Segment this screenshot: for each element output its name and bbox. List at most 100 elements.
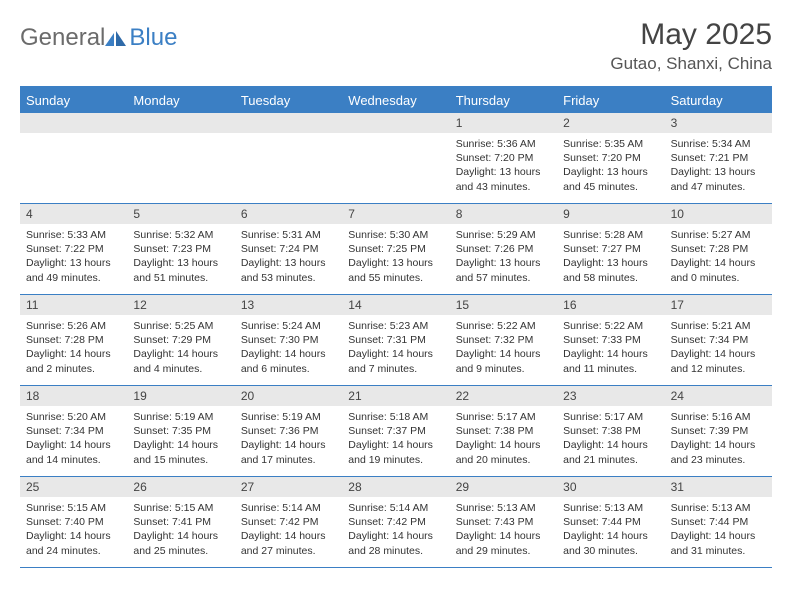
- sunset-text: Sunset: 7:43 PM: [456, 515, 551, 529]
- calendar-cell: 7Sunrise: 5:30 AMSunset: 7:25 PMDaylight…: [342, 204, 449, 294]
- calendar-cell: [20, 113, 127, 203]
- calendar-cell: 4Sunrise: 5:33 AMSunset: 7:22 PMDaylight…: [20, 204, 127, 294]
- day-info: Sunrise: 5:14 AMSunset: 7:42 PMDaylight:…: [235, 497, 342, 562]
- date-number: 4: [20, 204, 127, 224]
- daylight2-text: and 4 minutes.: [133, 362, 228, 376]
- daylight1-text: Daylight: 13 hours: [26, 256, 121, 270]
- sunrise-text: Sunrise: 5:14 AM: [241, 501, 336, 515]
- daylight2-text: and 15 minutes.: [133, 453, 228, 467]
- day-header: Tuesday: [235, 88, 342, 113]
- daylight2-text: and 6 minutes.: [241, 362, 336, 376]
- sunrise-text: Sunrise: 5:13 AM: [456, 501, 551, 515]
- sunset-text: Sunset: 7:27 PM: [563, 242, 658, 256]
- sunset-text: Sunset: 7:20 PM: [456, 151, 551, 165]
- daylight1-text: Daylight: 13 hours: [133, 256, 228, 270]
- calendar-cell: 13Sunrise: 5:24 AMSunset: 7:30 PMDayligh…: [235, 295, 342, 385]
- day-info: Sunrise: 5:24 AMSunset: 7:30 PMDaylight:…: [235, 315, 342, 380]
- day-info: Sunrise: 5:34 AMSunset: 7:21 PMDaylight:…: [665, 133, 772, 198]
- daylight2-text: and 51 minutes.: [133, 271, 228, 285]
- date-number: 20: [235, 386, 342, 406]
- daylight1-text: Daylight: 13 hours: [348, 256, 443, 270]
- sunset-text: Sunset: 7:26 PM: [456, 242, 551, 256]
- day-header: Monday: [127, 88, 234, 113]
- calendar-cell: 1Sunrise: 5:36 AMSunset: 7:20 PMDaylight…: [450, 113, 557, 203]
- sunset-text: Sunset: 7:32 PM: [456, 333, 551, 347]
- calendar-cell: 2Sunrise: 5:35 AMSunset: 7:20 PMDaylight…: [557, 113, 664, 203]
- day-header: Saturday: [665, 88, 772, 113]
- date-number: 1: [450, 113, 557, 133]
- sunset-text: Sunset: 7:31 PM: [348, 333, 443, 347]
- sunrise-text: Sunrise: 5:25 AM: [133, 319, 228, 333]
- calendar-cell: 6Sunrise: 5:31 AMSunset: 7:24 PMDaylight…: [235, 204, 342, 294]
- calendar-cell: 5Sunrise: 5:32 AMSunset: 7:23 PMDaylight…: [127, 204, 234, 294]
- date-number: 21: [342, 386, 449, 406]
- logo: General Blue: [20, 18, 177, 52]
- daylight2-text: and 28 minutes.: [348, 544, 443, 558]
- sunset-text: Sunset: 7:33 PM: [563, 333, 658, 347]
- daylight1-text: Daylight: 14 hours: [133, 438, 228, 452]
- daylight1-text: Daylight: 14 hours: [26, 529, 121, 543]
- calendar: Sunday Monday Tuesday Wednesday Thursday…: [20, 86, 772, 568]
- day-info: Sunrise: 5:17 AMSunset: 7:38 PMDaylight:…: [450, 406, 557, 471]
- sunset-text: Sunset: 7:20 PM: [563, 151, 658, 165]
- date-number: 14: [342, 295, 449, 315]
- daylight2-text: and 12 minutes.: [671, 362, 766, 376]
- weeks-container: 1Sunrise: 5:36 AMSunset: 7:20 PMDaylight…: [20, 113, 772, 568]
- sunrise-text: Sunrise: 5:13 AM: [671, 501, 766, 515]
- daylight2-text: and 19 minutes.: [348, 453, 443, 467]
- sunrise-text: Sunrise: 5:26 AM: [26, 319, 121, 333]
- calendar-cell: 30Sunrise: 5:13 AMSunset: 7:44 PMDayligh…: [557, 477, 664, 567]
- daylight1-text: Daylight: 14 hours: [563, 438, 658, 452]
- daylight2-text: and 55 minutes.: [348, 271, 443, 285]
- date-number: 25: [20, 477, 127, 497]
- day-info: Sunrise: 5:35 AMSunset: 7:20 PMDaylight:…: [557, 133, 664, 198]
- sunset-text: Sunset: 7:21 PM: [671, 151, 766, 165]
- daylight2-text: and 11 minutes.: [563, 362, 658, 376]
- date-number: 9: [557, 204, 664, 224]
- daylight2-text: and 17 minutes.: [241, 453, 336, 467]
- daylight2-text: and 47 minutes.: [671, 180, 766, 194]
- daylight1-text: Daylight: 13 hours: [241, 256, 336, 270]
- date-number: 23: [557, 386, 664, 406]
- daylight2-text: and 53 minutes.: [241, 271, 336, 285]
- daylight2-text: and 9 minutes.: [456, 362, 551, 376]
- date-number: 13: [235, 295, 342, 315]
- daylight1-text: Daylight: 14 hours: [348, 529, 443, 543]
- date-number: 15: [450, 295, 557, 315]
- daylight1-text: Daylight: 14 hours: [241, 529, 336, 543]
- daylight1-text: Daylight: 13 hours: [563, 165, 658, 179]
- sunrise-text: Sunrise: 5:23 AM: [348, 319, 443, 333]
- daylight1-text: Daylight: 14 hours: [671, 438, 766, 452]
- daylight2-text: and 23 minutes.: [671, 453, 766, 467]
- sunset-text: Sunset: 7:35 PM: [133, 424, 228, 438]
- day-info: Sunrise: 5:22 AMSunset: 7:32 PMDaylight:…: [450, 315, 557, 380]
- sunrise-text: Sunrise: 5:33 AM: [26, 228, 121, 242]
- date-number: 16: [557, 295, 664, 315]
- calendar-cell: 22Sunrise: 5:17 AMSunset: 7:38 PMDayligh…: [450, 386, 557, 476]
- daylight1-text: Daylight: 14 hours: [671, 256, 766, 270]
- date-number: 29: [450, 477, 557, 497]
- sunset-text: Sunset: 7:29 PM: [133, 333, 228, 347]
- daylight1-text: Daylight: 13 hours: [456, 165, 551, 179]
- week-row: 25Sunrise: 5:15 AMSunset: 7:40 PMDayligh…: [20, 477, 772, 568]
- daylight2-text: and 24 minutes.: [26, 544, 121, 558]
- calendar-cell: 28Sunrise: 5:14 AMSunset: 7:42 PMDayligh…: [342, 477, 449, 567]
- sunrise-text: Sunrise: 5:22 AM: [456, 319, 551, 333]
- daylight2-text: and 45 minutes.: [563, 180, 658, 194]
- daylight2-text: and 30 minutes.: [563, 544, 658, 558]
- daylight2-text: and 21 minutes.: [563, 453, 658, 467]
- day-info: Sunrise: 5:32 AMSunset: 7:23 PMDaylight:…: [127, 224, 234, 289]
- location-label: Gutao, Shanxi, China: [610, 54, 772, 74]
- sunset-text: Sunset: 7:25 PM: [348, 242, 443, 256]
- calendar-cell: 23Sunrise: 5:17 AMSunset: 7:38 PMDayligh…: [557, 386, 664, 476]
- calendar-cell: [342, 113, 449, 203]
- calendar-cell: 3Sunrise: 5:34 AMSunset: 7:21 PMDaylight…: [665, 113, 772, 203]
- calendar-cell: 21Sunrise: 5:18 AMSunset: 7:37 PMDayligh…: [342, 386, 449, 476]
- day-info: Sunrise: 5:21 AMSunset: 7:34 PMDaylight:…: [665, 315, 772, 380]
- date-number: 17: [665, 295, 772, 315]
- sunrise-text: Sunrise: 5:22 AM: [563, 319, 658, 333]
- week-row: 4Sunrise: 5:33 AMSunset: 7:22 PMDaylight…: [20, 204, 772, 295]
- calendar-cell: 9Sunrise: 5:28 AMSunset: 7:27 PMDaylight…: [557, 204, 664, 294]
- sunset-text: Sunset: 7:38 PM: [563, 424, 658, 438]
- day-info: Sunrise: 5:14 AMSunset: 7:42 PMDaylight:…: [342, 497, 449, 562]
